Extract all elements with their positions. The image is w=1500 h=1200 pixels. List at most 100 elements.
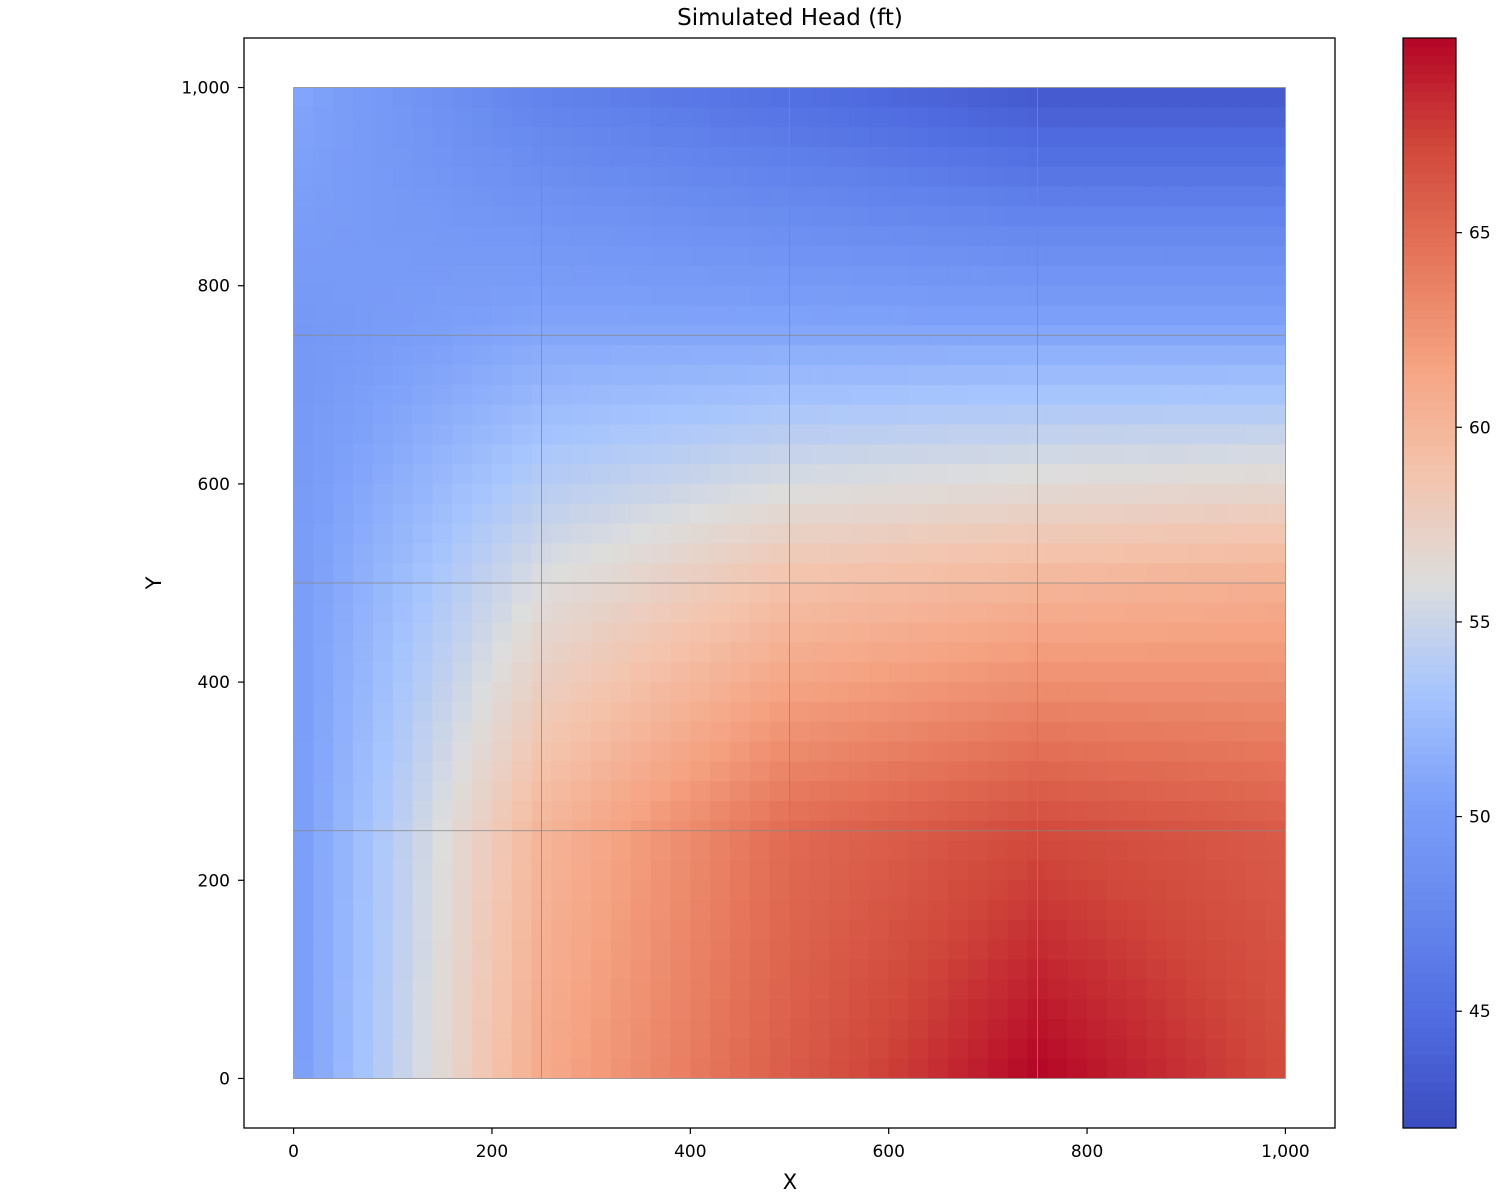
heatmap-cell (392, 246, 414, 267)
heatmap-cell (1087, 880, 1108, 901)
heatmap-cell (432, 741, 453, 762)
heatmap-cell (670, 959, 691, 980)
heatmap-cell (591, 503, 612, 525)
heatmap-cell (1146, 840, 1167, 862)
heatmap-cell (948, 384, 969, 406)
heatmap-cell (353, 345, 374, 366)
heatmap-cell (769, 424, 791, 445)
heatmap-cell (888, 285, 910, 307)
heatmap-cell (829, 305, 850, 326)
colorbar-segment (1403, 256, 1456, 266)
heatmap-cell (293, 265, 315, 287)
heatmap-cell (313, 721, 334, 743)
heatmap-cell (293, 543, 315, 564)
heatmap-cell (968, 1058, 989, 1079)
heatmap-cell (710, 959, 731, 980)
x-tick-label: 600 (872, 1142, 904, 1162)
heatmap-cell (729, 880, 751, 901)
heatmap-cell (1146, 563, 1167, 584)
heatmap-cell (610, 265, 632, 287)
heatmap-cell (908, 464, 929, 485)
heatmap-cell (1047, 206, 1068, 227)
heatmap-cell (948, 959, 969, 980)
colorbar-segment (1403, 801, 1456, 811)
x-tick-label: 0 (288, 1142, 299, 1162)
heatmap-cell (392, 583, 414, 604)
heatmap-cell (392, 265, 414, 287)
heatmap-cell (353, 127, 374, 148)
heatmap-cell (353, 186, 374, 208)
heatmap-cell (908, 919, 929, 941)
heatmap-cell (491, 265, 513, 287)
heatmap-cell (1186, 919, 1207, 941)
heatmap-cell (888, 1038, 910, 1060)
heatmap-cell (670, 365, 691, 386)
colorbar-segment (1403, 764, 1456, 775)
heatmap-cell (968, 801, 989, 822)
heatmap-cell (452, 384, 473, 406)
heatmap-cell (1087, 721, 1108, 743)
heatmap-cell (729, 186, 751, 208)
heatmap-cell (789, 345, 810, 366)
heatmap-cell (511, 959, 533, 980)
heatmap-cell (1186, 602, 1207, 624)
heatmap-cell (472, 979, 493, 1000)
heatmap-cell (987, 404, 1009, 426)
heatmap-cell (749, 186, 771, 208)
heatmap-cell (928, 206, 949, 227)
heatmap-cell (571, 919, 592, 941)
colorbar-segment (1403, 637, 1456, 648)
colorbar-segment (1403, 147, 1456, 157)
heatmap-cell (630, 424, 652, 445)
heatmap-cell (551, 642, 572, 663)
heatmap-cell (729, 503, 751, 525)
heatmap-cell (353, 483, 374, 505)
heatmap-cell (1087, 959, 1108, 980)
heatmap-cell (1265, 285, 1286, 307)
heatmap-cell (392, 186, 414, 208)
heatmap-cell (511, 999, 533, 1020)
heatmap-cell (1186, 563, 1207, 584)
heatmap-cell (650, 1038, 672, 1060)
heatmap-cell (1007, 583, 1029, 604)
heatmap-cell (1245, 226, 1267, 247)
heatmap-cell (650, 523, 672, 544)
heatmap-cell (1186, 1038, 1207, 1060)
heatmap-cell (511, 1058, 533, 1079)
heatmap-cell (650, 900, 672, 921)
heatmap-cell (650, 444, 672, 465)
heatmap-cell (769, 840, 791, 862)
heatmap-cell (551, 622, 572, 644)
heatmap-cell (888, 741, 910, 762)
heatmap-cell (1126, 503, 1148, 525)
heatmap-cell (353, 464, 374, 485)
heatmap-cell (769, 365, 791, 386)
heatmap-cell (591, 424, 612, 445)
heatmap-cell (1146, 87, 1167, 108)
heatmap-cell (1245, 424, 1267, 445)
heatmap-cell (452, 721, 473, 743)
heatmap-cell (412, 424, 434, 445)
colorbar-frame (1402, 37, 1457, 1129)
heatmap-cell (591, 87, 612, 108)
heatmap-cell (1126, 345, 1148, 366)
heatmap-cell (1245, 622, 1267, 644)
heatmap-cell (1245, 186, 1267, 208)
heatmap-cell (372, 1019, 394, 1040)
heatmap-cell (670, 424, 691, 445)
heatmap-cell (987, 1019, 1009, 1040)
heatmap-cell (1166, 701, 1187, 723)
heatmap-cell (690, 206, 711, 227)
heatmap-cell (432, 642, 453, 663)
heatmap-cell (1007, 939, 1029, 961)
colorbar-segment (1403, 210, 1456, 221)
heatmap-cell (1047, 721, 1068, 743)
heatmap-cell (710, 285, 731, 307)
heatmap-cell (1206, 1038, 1227, 1060)
heatmap-cell (1067, 206, 1088, 227)
heatmap-cell (472, 801, 493, 822)
heatmap-cell (630, 543, 652, 564)
colorbar-segment (1403, 583, 1456, 593)
heatmap-cell (1206, 939, 1227, 961)
heatmap-cell (1067, 602, 1088, 624)
